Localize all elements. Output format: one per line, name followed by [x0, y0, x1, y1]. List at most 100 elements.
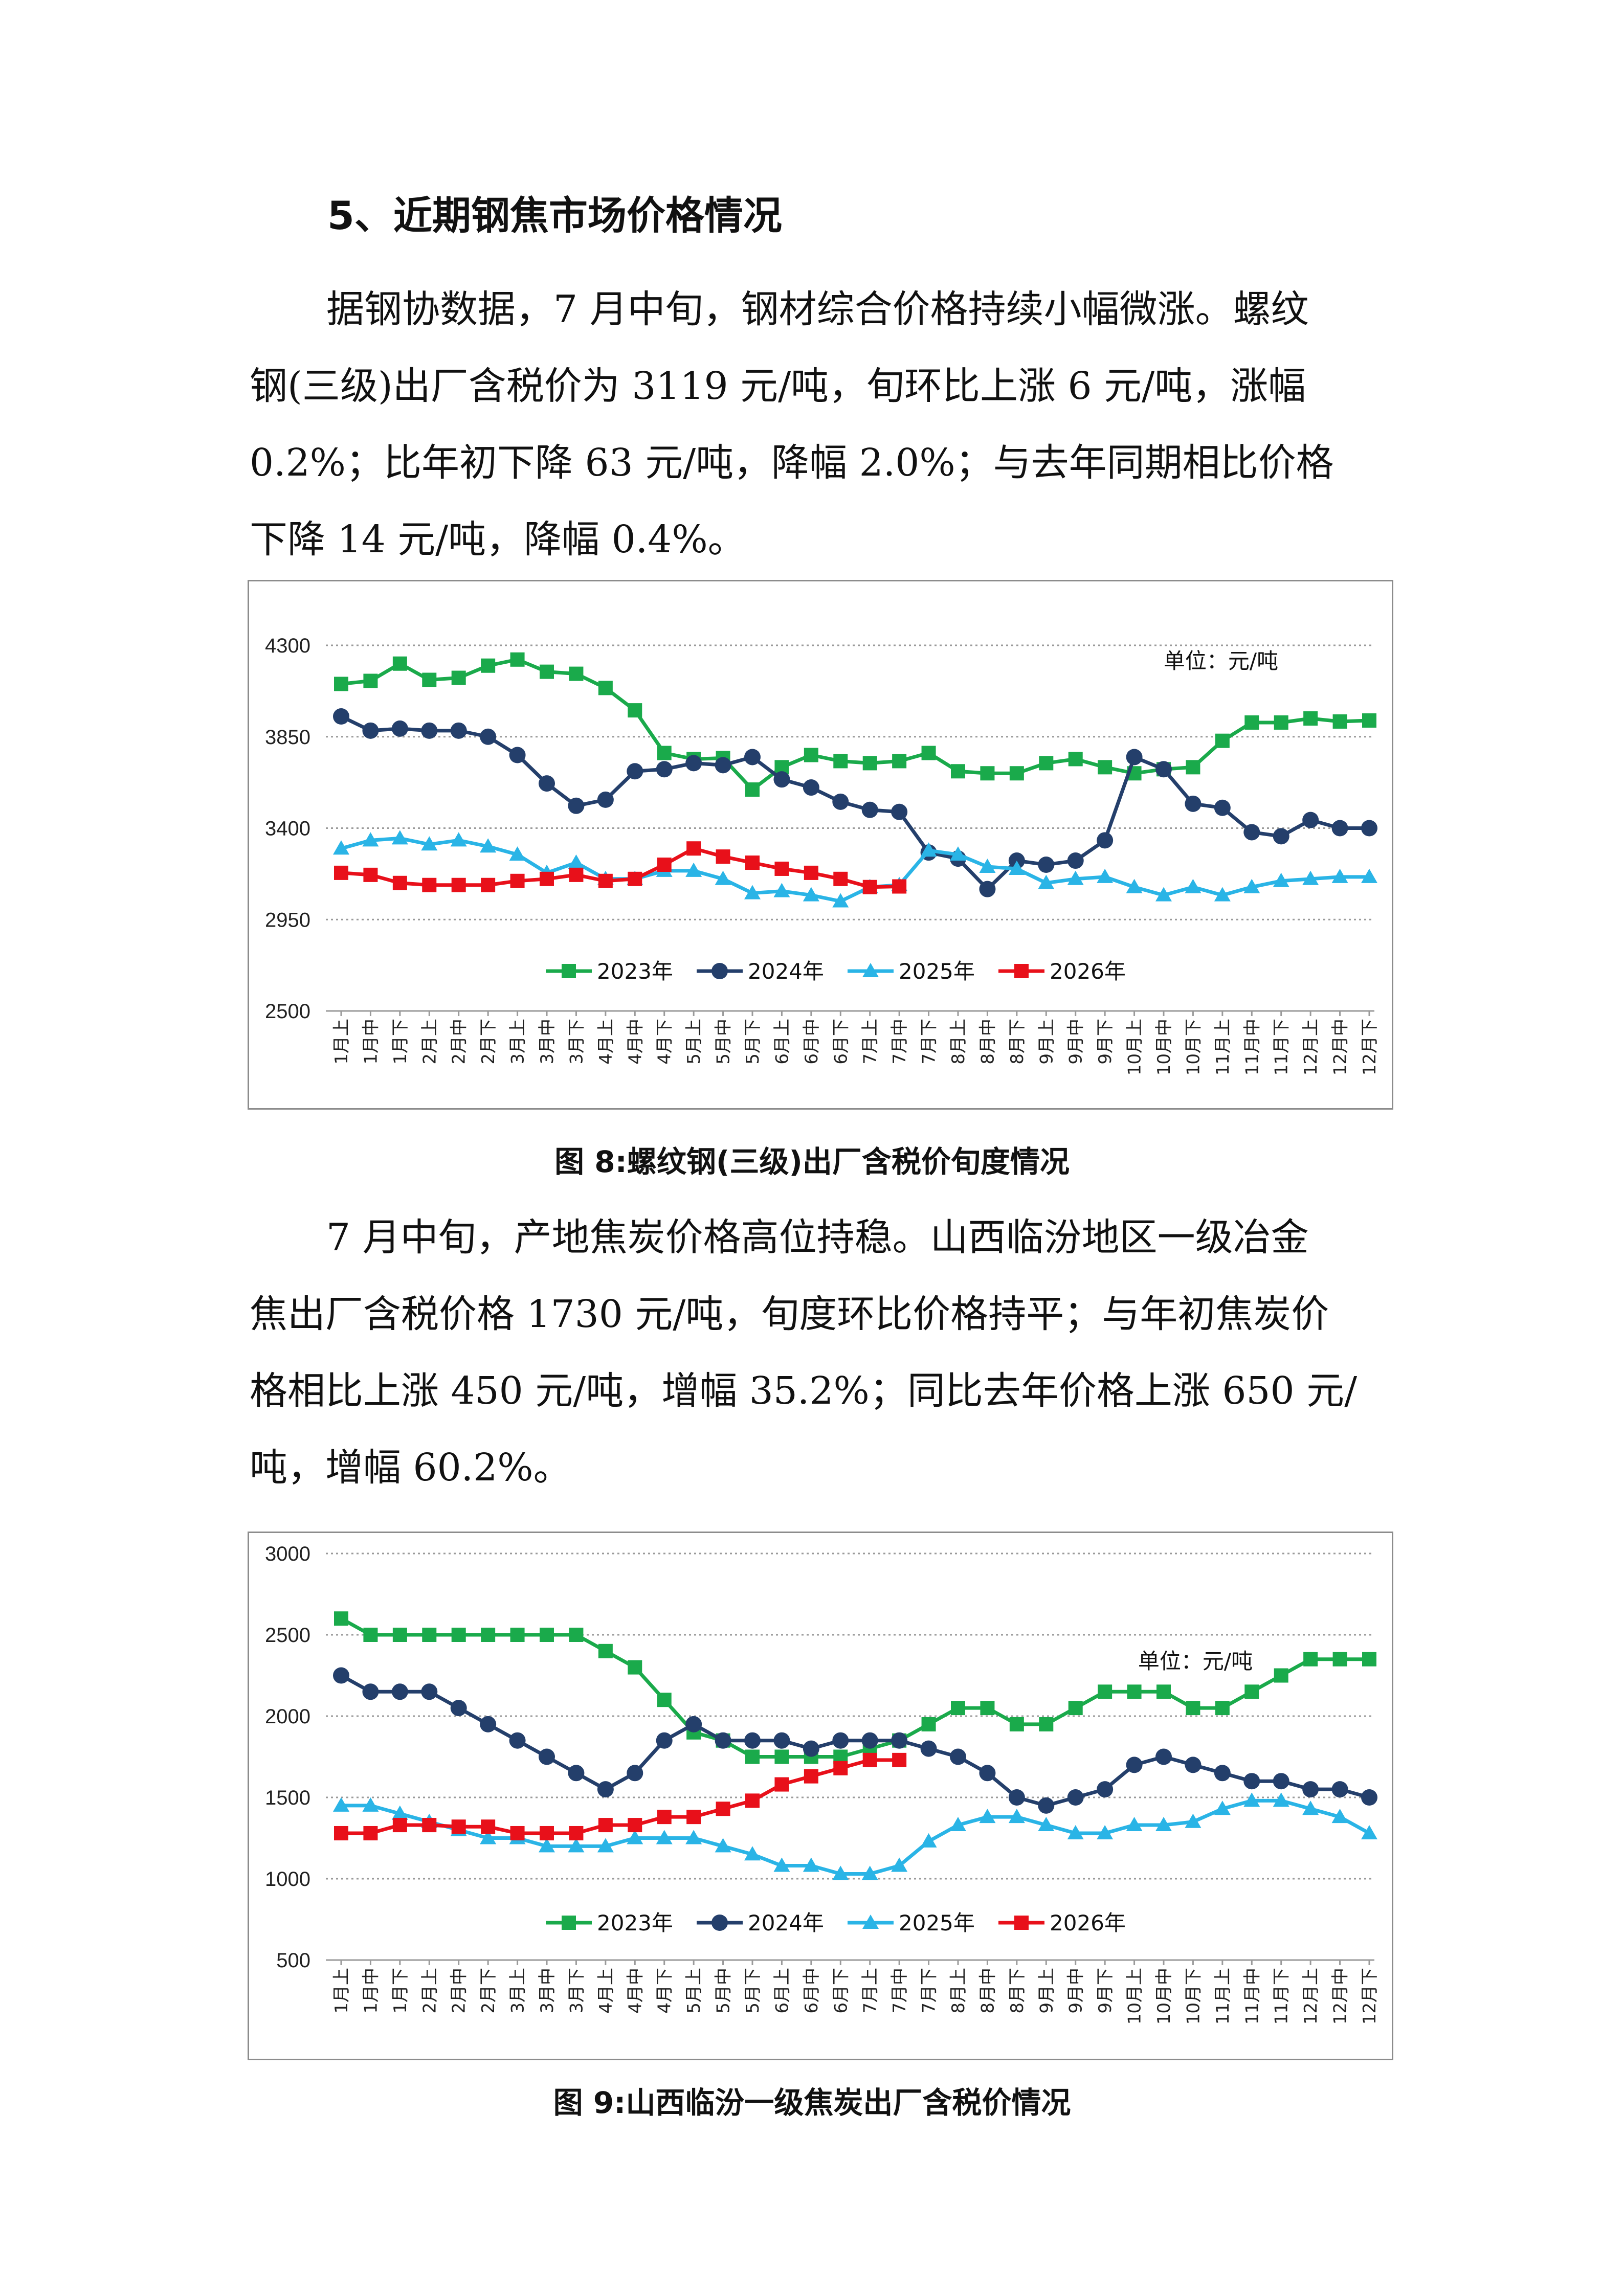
data-point [1215, 733, 1230, 748]
x-tick-label: 5月中 [714, 1968, 734, 2014]
data-point [481, 1628, 496, 1642]
data-point [1185, 1757, 1202, 1773]
data-point [451, 1628, 466, 1642]
data-point [450, 722, 467, 739]
x-tick-label: 10月上 [1125, 1019, 1145, 1075]
data-point [510, 1826, 525, 1840]
data-point [510, 873, 525, 888]
data-point [979, 858, 996, 873]
x-tick-label: 1月下 [390, 1968, 411, 2014]
data-point [569, 1628, 584, 1642]
data-point [744, 1846, 761, 1861]
x-tick-label: 11月中 [1242, 1968, 1262, 2024]
x-tick-label: 3月下 [566, 1019, 587, 1065]
data-point [1331, 868, 1348, 883]
data-point [362, 1797, 379, 1812]
x-tick-label: 6月中 [802, 1019, 822, 1065]
data-point [1185, 879, 1202, 893]
data-point [744, 885, 761, 899]
data-point [773, 1857, 790, 1872]
x-tick-label: 12月下 [1360, 1019, 1380, 1075]
legend-marker [862, 963, 879, 977]
y-tick-label: 3400 [265, 818, 310, 840]
data-point [569, 867, 584, 882]
y-tick-label: 3000 [265, 1543, 310, 1565]
x-tick-label: 3月下 [566, 1968, 587, 2014]
x-tick-label: 8月中 [977, 1019, 998, 1065]
data-point [951, 764, 965, 779]
data-point [745, 1749, 760, 1764]
data-point [1008, 860, 1025, 875]
data-point [421, 836, 438, 851]
legend-marker [562, 964, 576, 978]
data-point [744, 749, 761, 766]
data-point [891, 803, 908, 820]
data-point [1097, 868, 1114, 883]
data-point [1155, 887, 1172, 902]
data-point [1243, 1792, 1260, 1807]
x-tick-label: 10月中 [1154, 1968, 1174, 2024]
data-point [685, 1716, 702, 1732]
data-point [628, 703, 642, 718]
data-point [597, 1838, 614, 1853]
data-point [1214, 1765, 1231, 1782]
data-point [480, 838, 497, 853]
figure8-caption: 图 8:螺纹钢(三级)出厂含税价旬度情况 [554, 1144, 1070, 1179]
data-point [1331, 820, 1348, 837]
x-tick-label: 8月下 [1007, 1968, 1028, 2014]
data-point [1273, 828, 1289, 845]
x-tick-label: 1月上 [331, 1019, 352, 1065]
data-point [334, 1611, 348, 1626]
unit-label: 单位：元/吨 [1138, 1649, 1253, 1674]
series-line [341, 836, 1369, 904]
legend-label: 2025年 [899, 1910, 975, 1935]
y-tick-label: 2500 [265, 1000, 310, 1023]
x-tick-label: 2月下 [478, 1019, 499, 1065]
paragraph-line: 0.2%；比年初下降 63 元/吨，降幅 2.0%；与去年同期相比价格 [250, 441, 1334, 485]
legend-marker [862, 1915, 879, 1929]
data-point [1244, 715, 1259, 730]
data-point [1331, 1781, 1348, 1798]
data-point [1302, 1781, 1319, 1798]
data-point [716, 849, 730, 864]
data-point [392, 875, 407, 890]
data-point [804, 1769, 818, 1784]
data-point [569, 1826, 584, 1840]
data-point [392, 656, 407, 671]
section-heading: 5、近期钢焦市场价格情况 [327, 193, 782, 238]
data-point [803, 1740, 819, 1757]
data-point [1009, 1717, 1024, 1731]
data-point [1361, 1825, 1377, 1839]
series-line [341, 1798, 1370, 1876]
data-point [334, 865, 348, 880]
legend-label: 2024年 [748, 959, 824, 984]
data-point [833, 754, 848, 769]
data-point [1097, 1781, 1114, 1798]
data-point [422, 1818, 437, 1833]
x-tick-label: 11月上 [1213, 1968, 1233, 2024]
x-tick-label: 12月上 [1301, 1019, 1321, 1075]
x-tick-label: 12月中 [1330, 1968, 1351, 2024]
x-tick-label: 8月中 [977, 1968, 998, 2014]
series-line [340, 1674, 1370, 1808]
x-tick-label: 10月下 [1183, 1968, 1204, 2024]
x-tick-label: 8月上 [948, 1019, 969, 1065]
x-tick-label: 4月中 [625, 1019, 646, 1065]
data-point [950, 1817, 966, 1832]
x-tick-label: 8月上 [948, 1968, 969, 2014]
data-point [803, 1857, 819, 1872]
data-point [774, 1777, 789, 1792]
x-tick-label: 9月中 [1066, 1019, 1086, 1065]
data-point [950, 846, 966, 861]
data-point [362, 832, 379, 847]
x-tick-label: 2月下 [478, 1968, 499, 2014]
data-point [421, 1683, 438, 1700]
data-point [422, 672, 437, 687]
data-point [804, 865, 818, 880]
data-point [979, 881, 996, 897]
data-point [745, 782, 760, 797]
data-point [1185, 795, 1202, 812]
data-point [657, 1810, 672, 1825]
data-point [627, 1830, 643, 1844]
data-point [980, 766, 995, 781]
